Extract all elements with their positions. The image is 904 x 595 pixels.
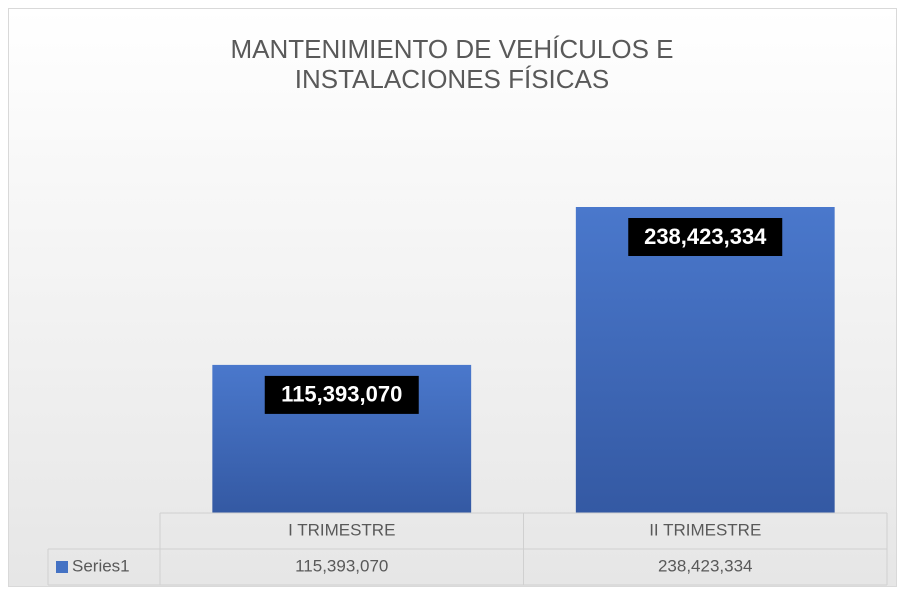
table-value: 115,393,070 xyxy=(295,556,388,575)
category-label: I TRIMESTRE xyxy=(288,520,395,539)
data-label-box xyxy=(264,375,419,414)
table-value: 238,423,334 xyxy=(658,556,753,575)
bar xyxy=(575,207,835,513)
legend-label: Series1 xyxy=(72,556,130,575)
data-label: 238,423,334 xyxy=(644,224,767,249)
plot: 115,393,070 238,423,334 I TRIMESTRE II TRIM… xyxy=(47,207,888,586)
chart-title: MANTENIMIENTO DE VEHÍCULOS E INSTALACION… xyxy=(230,34,674,94)
data-label-box xyxy=(628,218,783,256)
data-label: 115,393,070 xyxy=(281,382,402,407)
category-label: II TRIMESTRE xyxy=(649,520,761,539)
legend-swatch xyxy=(56,561,68,573)
